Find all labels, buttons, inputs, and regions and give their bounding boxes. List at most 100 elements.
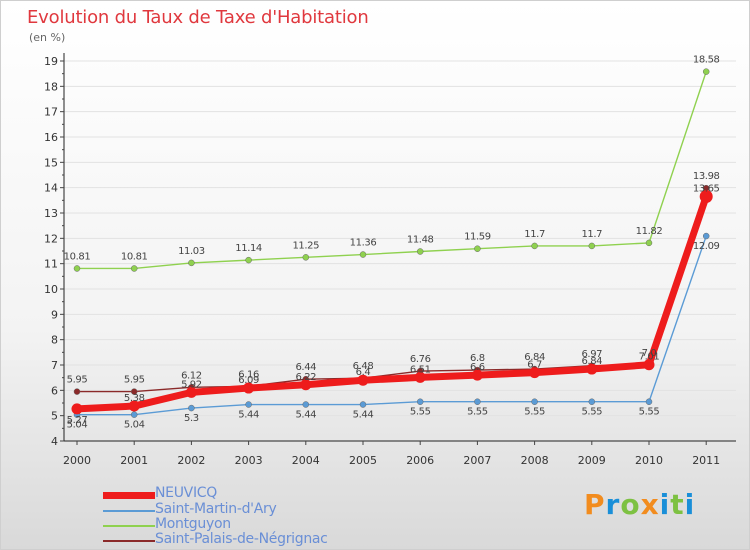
data-point-saint-martin-d-ary — [245, 401, 252, 408]
series-line-neuvicq — [76, 195, 710, 413]
data-point-neuvicq — [471, 369, 483, 381]
x-tick-label: 2008 — [521, 454, 549, 467]
data-point-saint-martin-d-ary — [130, 411, 138, 418]
data-label-neuvicq: 5.27 — [67, 415, 88, 426]
y-tick-label: 14 — [44, 182, 58, 195]
x-tick-label: 2009 — [578, 454, 606, 467]
y-tick-label: 11 — [44, 258, 58, 271]
data-point-montguyon — [645, 239, 653, 247]
data-label-saint-martin-d-ary: 5.04 — [67, 420, 88, 431]
data-label-saint-martin-d-ary: 5.44 — [295, 410, 316, 421]
legend-swatch-saint-martin-d-ary — [103, 510, 155, 512]
data-label-saint-palais-de-negrignac: 5.95 — [67, 375, 88, 386]
data-label-saint-martin-d-ary: 5.55 — [581, 407, 602, 418]
data-label-neuvicq: 6.4 — [356, 367, 371, 378]
series-line-montguyon — [77, 71, 707, 270]
data-label-montguyon: 11.03 — [178, 246, 205, 257]
y-tick-label: 18 — [44, 80, 58, 93]
y-tick-label: 15 — [44, 156, 58, 169]
y-tick-label: 19 — [44, 55, 58, 68]
y-tick-label: 7 — [51, 359, 58, 372]
data-point-neuvicq — [643, 359, 655, 371]
data-point-neuvicq — [699, 190, 713, 204]
y-tick-label: 4 — [51, 435, 58, 448]
data-label-neuvicq: 7.01 — [639, 352, 660, 363]
data-label-neuvicq: 5.38 — [124, 393, 145, 404]
chart-title: Evolution du Taux de Taxe d'Habitation — [27, 7, 369, 28]
data-label-saint-martin-d-ary: 5.55 — [410, 407, 431, 418]
data-point-neuvicq — [357, 374, 369, 386]
x-tick-label: 2000 — [63, 454, 91, 467]
logo-letter: x — [640, 488, 660, 521]
proxiti-logo: Proxiti — [584, 488, 695, 521]
data-point-neuvicq — [414, 371, 426, 383]
x-tick-label: 2001 — [120, 454, 148, 467]
legend-swatch-montguyon — [103, 525, 155, 527]
data-label-saint-martin-d-ary: 5.55 — [639, 407, 660, 418]
data-label-saint-palais-de-negrignac: 6.8 — [470, 353, 485, 364]
x-tick-label: 2011 — [692, 454, 720, 467]
data-point-montguyon — [130, 265, 138, 272]
data-point-saint-martin-d-ary — [416, 398, 424, 405]
data-label-saint-palais-de-negrignac: 5.95 — [124, 375, 145, 386]
data-label-montguyon: 18.58 — [693, 55, 720, 66]
series-line-saint-martin-d-ary — [77, 235, 707, 416]
y-tick-label: 12 — [44, 232, 58, 245]
data-label-neuvicq: 6.7 — [527, 360, 542, 371]
y-tick-label: 16 — [44, 131, 58, 144]
y-tick-label: 9 — [51, 308, 58, 321]
data-label-saint-palais-de-negrignac: 13.98 — [693, 171, 720, 182]
data-point-montguyon — [188, 259, 195, 267]
data-label-neuvicq: 5.92 — [181, 379, 202, 390]
data-label-saint-martin-d-ary: 5.55 — [467, 407, 488, 418]
data-label-saint-palais-de-negrignac: 6.84 — [524, 352, 545, 363]
x-tick-label: 2005 — [349, 454, 377, 467]
data-point-montguyon — [474, 245, 481, 252]
series-line-saint-palais-de-negrignac — [77, 187, 707, 393]
data-label-montguyon: 11.25 — [292, 240, 319, 251]
data-label-montguyon: 11.59 — [464, 232, 491, 243]
data-label-saint-martin-d-ary: 5.3 — [184, 413, 199, 424]
data-label-saint-palais-de-negrignac: 6.48 — [353, 361, 374, 372]
data-label-saint-palais-de-negrignac: 6.44 — [295, 362, 316, 373]
x-tick-label: 2003 — [235, 454, 263, 467]
legend-label-saint-palais-de-negrignac: Saint-Palais-de-Négrignac — [155, 531, 328, 547]
y-tick-label: 5 — [51, 410, 58, 423]
data-point-saint-martin-d-ary — [531, 398, 538, 405]
data-point-neuvicq — [71, 403, 83, 415]
data-point-montguyon — [302, 254, 310, 261]
logo-letter: o — [620, 488, 641, 521]
data-label-saint-martin-d-ary: 5.04 — [124, 420, 145, 431]
data-point-neuvicq — [586, 363, 598, 375]
y-tick-label: 13 — [44, 207, 58, 220]
data-label-saint-palais-de-negrignac: 6.97 — [581, 349, 602, 360]
data-label-neuvicq: 6.22 — [295, 372, 316, 383]
legend-label-montguyon: Montguyon — [155, 516, 231, 532]
x-tick-label: 2010 — [635, 454, 663, 467]
data-label-saint-palais-de-negrignac: 6.16 — [238, 369, 259, 380]
data-point-saint-palais-de-negrignac — [73, 388, 81, 395]
data-point-saint-martin-d-ary — [645, 398, 653, 405]
data-point-saint-martin-d-ary — [474, 398, 481, 405]
data-label-neuvicq: 6.51 — [410, 364, 431, 375]
data-label-montguyon: 11.48 — [407, 235, 434, 246]
data-point-saint-martin-d-ary — [302, 401, 310, 408]
y-tick-label: 17 — [44, 106, 58, 119]
y-tick-label: 10 — [44, 283, 58, 296]
data-label-montguyon: 10.81 — [121, 251, 148, 262]
data-point-neuvicq — [300, 379, 312, 391]
data-point-saint-palais-de-negrignac — [130, 388, 138, 395]
logo-letter: t — [670, 488, 685, 521]
x-tick-label: 2007 — [463, 454, 491, 467]
data-label-montguyon: 11.14 — [235, 243, 262, 254]
legend-swatch-saint-palais-de-negrignac — [103, 540, 155, 542]
data-label-neuvicq: 13.65 — [693, 184, 720, 195]
data-point-montguyon — [531, 242, 538, 250]
data-point-neuvicq — [128, 400, 140, 412]
data-label-montguyon: 11.7 — [581, 229, 602, 240]
y-tick-label: 8 — [51, 334, 58, 347]
data-label-saint-palais-de-negrignac: 6.12 — [181, 370, 202, 381]
x-tick-label: 2002 — [177, 454, 205, 467]
data-label-saint-martin-d-ary: 5.44 — [238, 410, 259, 421]
